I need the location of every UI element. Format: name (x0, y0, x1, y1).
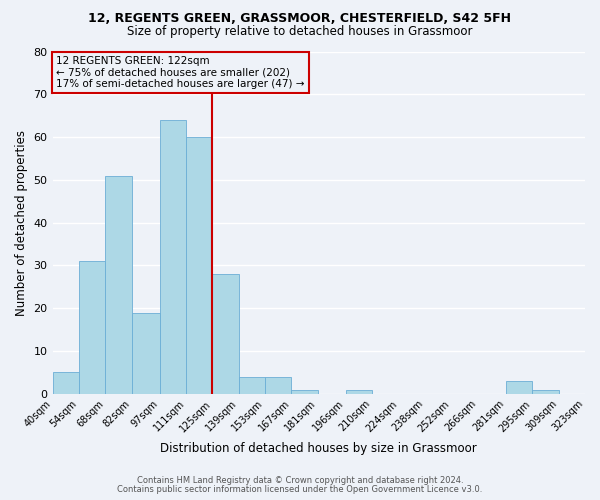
Text: Size of property relative to detached houses in Grassmoor: Size of property relative to detached ho… (127, 25, 473, 38)
Bar (53, 372, 79, 394)
Bar (346, 390, 373, 394)
Bar (105, 176, 131, 394)
Bar (585, 390, 600, 394)
Bar (160, 120, 186, 394)
Bar (265, 376, 292, 394)
Bar (131, 312, 160, 394)
Text: 12, REGENTS GREEN, GRASSMOOR, CHESTERFIELD, S42 5FH: 12, REGENTS GREEN, GRASSMOOR, CHESTERFIE… (89, 12, 511, 26)
Bar (212, 274, 239, 394)
Bar (532, 390, 559, 394)
Bar (186, 137, 212, 394)
Bar (292, 390, 318, 394)
Bar (79, 261, 105, 394)
Bar (239, 376, 265, 394)
X-axis label: Distribution of detached houses by size in Grassmoor: Distribution of detached houses by size … (160, 442, 477, 455)
Bar (506, 381, 532, 394)
Text: 12 REGENTS GREEN: 122sqm
← 75% of detached houses are smaller (202)
17% of semi-: 12 REGENTS GREEN: 122sqm ← 75% of detach… (56, 56, 305, 89)
Text: Contains public sector information licensed under the Open Government Licence v3: Contains public sector information licen… (118, 485, 482, 494)
Text: Contains HM Land Registry data © Crown copyright and database right 2024.: Contains HM Land Registry data © Crown c… (137, 476, 463, 485)
Y-axis label: Number of detached properties: Number of detached properties (15, 130, 28, 316)
